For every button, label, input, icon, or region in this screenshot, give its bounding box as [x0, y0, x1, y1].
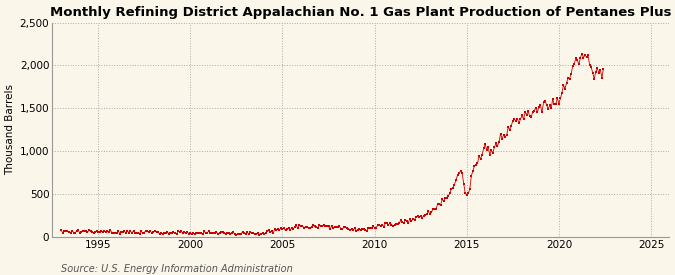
Title: Monthly Refining District Appalachian No. 1 Gas Plant Production of Pentanes Plu: Monthly Refining District Appalachian No…	[50, 6, 672, 18]
Text: Source: U.S. Energy Information Administration: Source: U.S. Energy Information Administ…	[61, 264, 292, 274]
Y-axis label: Thousand Barrels: Thousand Barrels	[5, 84, 16, 175]
